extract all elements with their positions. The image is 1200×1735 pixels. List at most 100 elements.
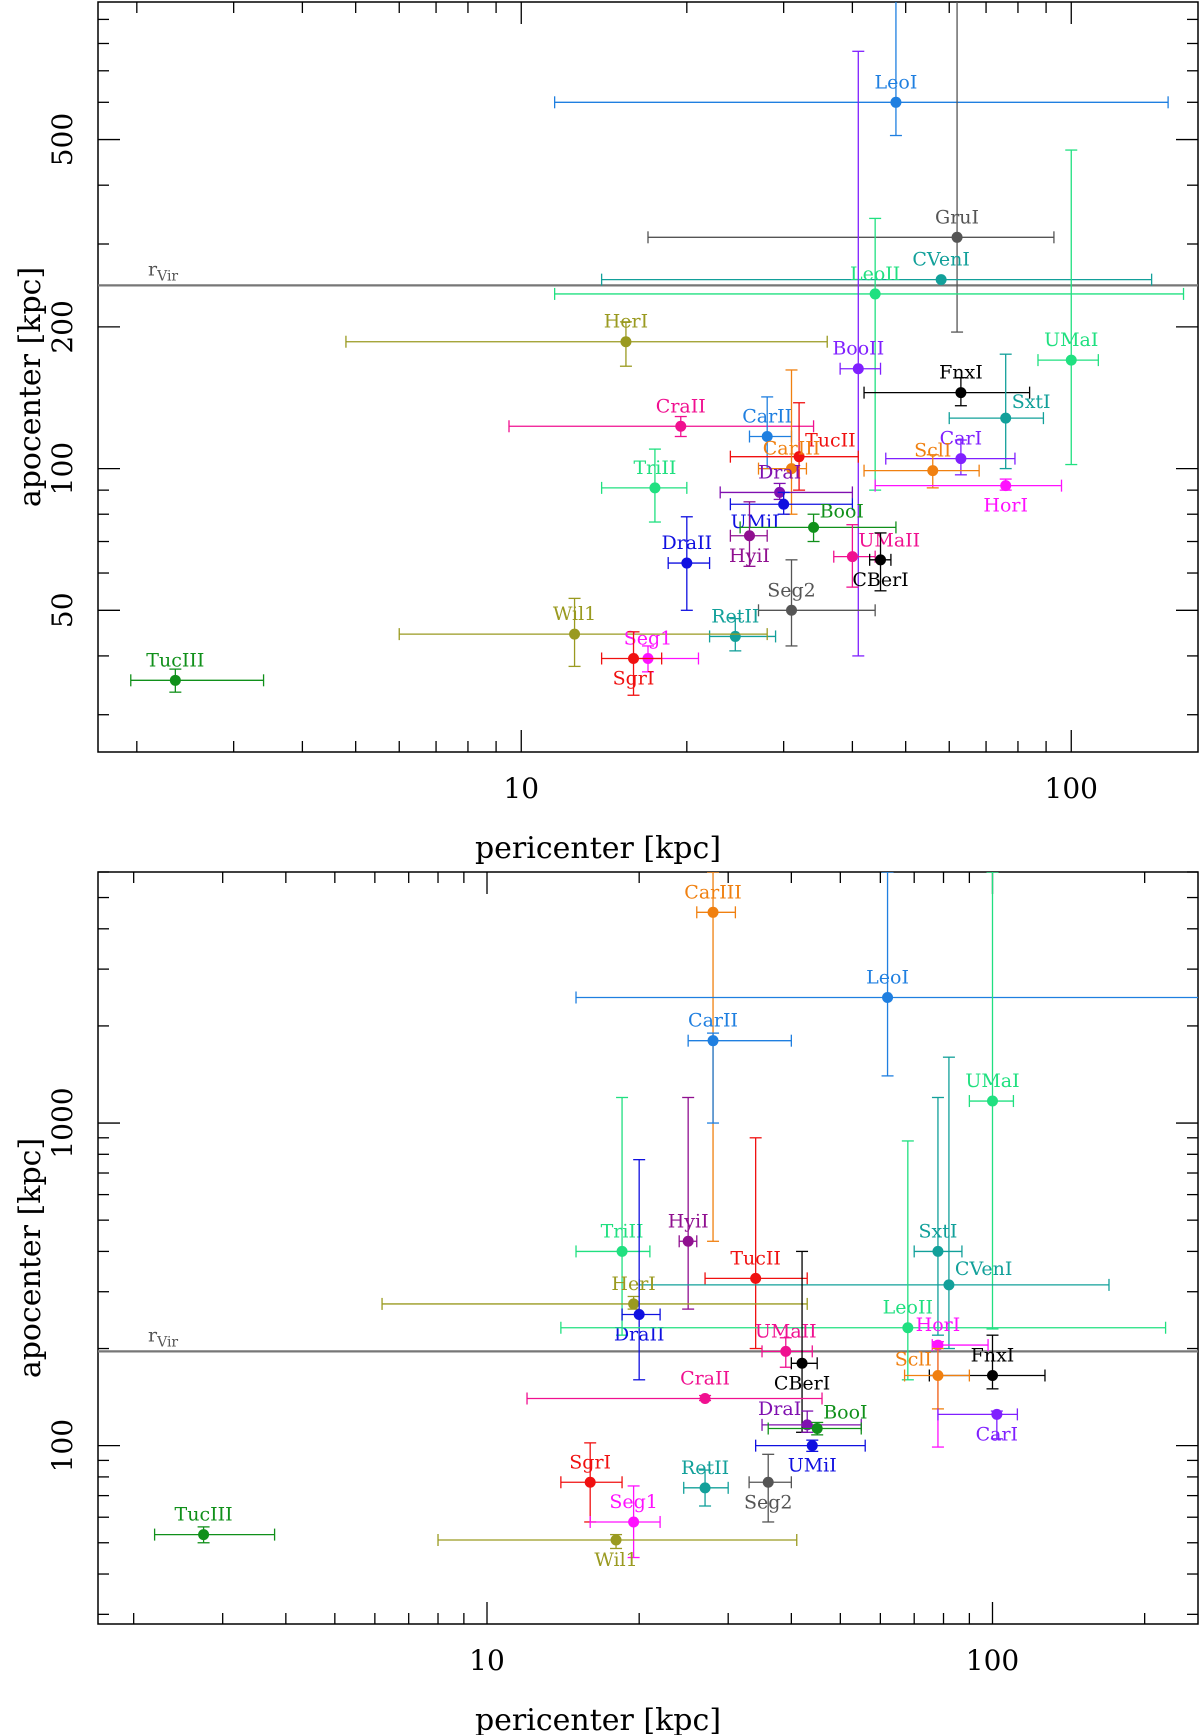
data-label: CBerI: [774, 1372, 830, 1394]
data-label: CarIII: [684, 881, 741, 903]
data-point-craii: CraII: [526, 1368, 823, 1405]
data-point-grui: GruI: [647, 2, 1055, 333]
data-marker: [793, 451, 805, 463]
data-label: UMaII: [858, 530, 920, 552]
data-label: CraII: [680, 1368, 730, 1390]
data-label: SclI: [895, 1348, 932, 1370]
data-label: RetII: [681, 1457, 729, 1479]
data-marker: [902, 1322, 914, 1334]
data-marker: [628, 1516, 640, 1528]
data-marker: [682, 1235, 694, 1247]
data-marker: [806, 1440, 818, 1452]
data-label: HyiI: [668, 1210, 709, 1232]
y-axis-title: apocenter [kpc]: [13, 267, 48, 507]
data-point-heri: HerI: [345, 311, 828, 367]
data-label: SxtI: [1012, 391, 1051, 413]
data-label: UMiI: [788, 1455, 837, 1477]
data-marker: [743, 530, 755, 542]
data-point-tucii: TucII: [704, 1137, 808, 1350]
data-label: Wil1: [594, 1549, 637, 1571]
y-tick-label: 1000: [46, 1087, 79, 1158]
data-point-wil1: Wil1: [398, 597, 768, 668]
data-point-cariii: CarIII: [757, 369, 820, 515]
data-label: Seg2: [767, 579, 816, 601]
data-label: Seg1: [609, 1491, 658, 1513]
data-marker: [951, 231, 963, 243]
panel-top: 10 100 50 100 200 500 pericenter [kpc] apocente…: [13, 1, 1199, 866]
y-tick-label: 500: [46, 113, 79, 166]
data-point-sxti: SxtI: [913, 1096, 963, 1336]
data-marker: [1000, 412, 1012, 424]
data-label: GruI: [935, 206, 979, 228]
data-marker: [707, 906, 719, 918]
data-label: CarI: [940, 428, 982, 450]
data-label: SxtI: [919, 1220, 958, 1242]
data-label: CarIII: [763, 438, 820, 460]
data-marker: [943, 1279, 955, 1291]
data-label: CarII: [742, 405, 792, 427]
y-tick-label: 100: [46, 1419, 79, 1472]
plot-frame: [97, 1, 1199, 753]
y-tick-label: 200: [46, 300, 79, 353]
data-label: BooII: [832, 338, 884, 360]
data-marker: [649, 482, 661, 494]
data-marker: [846, 551, 858, 563]
data-point-cberi: CBerI: [852, 532, 909, 592]
data-label: CarII: [688, 1010, 738, 1032]
data-marker: [801, 1419, 813, 1431]
data-point-booi: BooI: [767, 1402, 868, 1436]
data-label: TucIII: [175, 1504, 233, 1526]
data-point-hyii: HyiI: [668, 1096, 709, 1310]
data-marker: [986, 1095, 998, 1107]
data-point-cberi: CBerI: [774, 1250, 830, 1433]
data-point-leoi: LeoI: [553, 2, 1169, 137]
data-point-triii: TriII: [575, 1096, 651, 1336]
data-marker: [569, 628, 581, 640]
data-point-fnxi: FnxI: [928, 1334, 1046, 1390]
data-point-carii: CarII: [687, 1010, 792, 1124]
data-label: SclI: [914, 440, 951, 462]
data-marker: [796, 1357, 808, 1369]
data-marker: [786, 604, 798, 616]
y-tick-label: 100: [46, 442, 79, 495]
data-point-booii: BooII: [832, 50, 884, 657]
data-point-draii: DraII: [661, 516, 712, 611]
data-label: LeoI: [875, 71, 918, 93]
data-point-umaii: UMaII: [755, 1320, 817, 1368]
data-point-booi: BooI: [739, 500, 897, 543]
data-point-seg2: Seg2: [757, 559, 876, 647]
data-point-drai: DraI: [758, 1398, 862, 1433]
data-label: TucII: [805, 430, 856, 452]
data-point-cari: CarI: [937, 1408, 1018, 1445]
data-point-seg2: Seg2: [744, 1453, 792, 1523]
data-marker: [875, 554, 887, 566]
data-marker: [955, 453, 967, 465]
data-marker: [699, 1393, 711, 1405]
data-point-umii: UMiI: [755, 1439, 866, 1477]
data-label: HerI: [604, 311, 648, 333]
data-marker: [1000, 480, 1012, 492]
data-label: UMiI: [731, 511, 780, 533]
x-tick-label: 10: [469, 1644, 505, 1677]
data-point-sxti: SxtI: [948, 353, 1051, 470]
data-marker: [1065, 354, 1077, 366]
data-marker: [620, 336, 632, 348]
data-label: LeoI: [866, 966, 909, 988]
data-label: CraII: [656, 395, 706, 417]
data-point-carii: CarII: [742, 396, 792, 470]
data-marker: [778, 498, 790, 510]
data-point-cveni: CVenI: [638, 1056, 1110, 1350]
data-marker: [699, 1482, 711, 1494]
data-point-heri: HerI: [381, 1273, 808, 1310]
data-point-cveni: CVenI: [600, 249, 1153, 286]
data-point-retii: RetII: [708, 605, 777, 652]
data-point-hori: HorI: [874, 478, 1063, 517]
data-marker: [882, 991, 894, 1003]
data-marker: [927, 465, 939, 477]
data-label: FnxI: [939, 362, 983, 384]
data-marker: [633, 1308, 645, 1320]
data-layer: LeoI GruI CVenI LeoII HerI UMaI BooII FnxI SxtI C…: [130, 2, 1185, 696]
data-label: LeoII: [850, 263, 900, 285]
data-marker: [169, 674, 181, 686]
data-marker: [707, 1035, 719, 1047]
